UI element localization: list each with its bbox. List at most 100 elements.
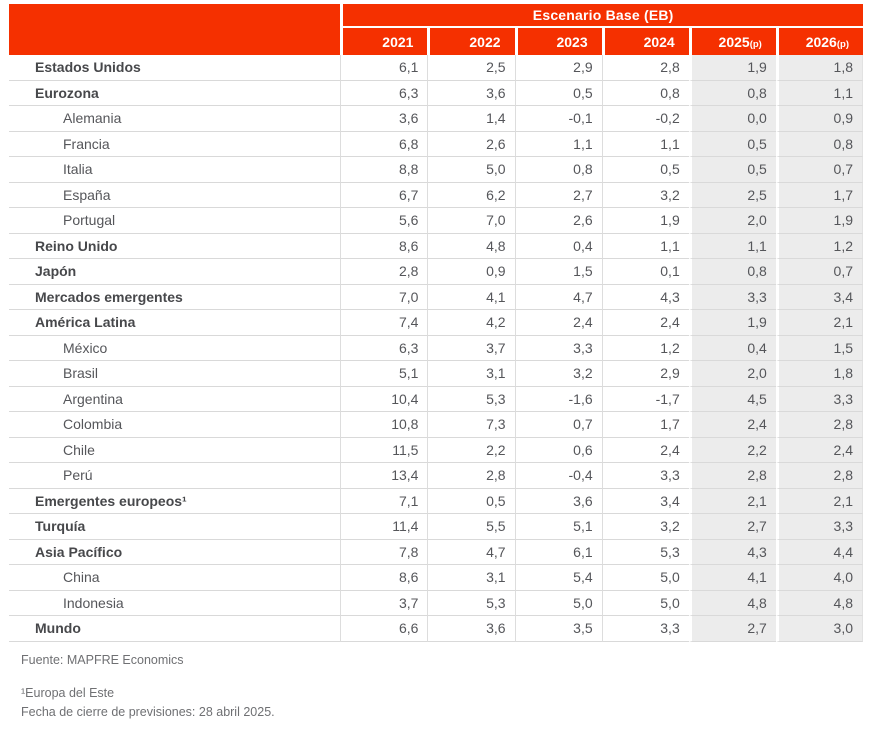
- table-row: Chile 11,5 2,2 0,6 2,4 2,2 2,4: [9, 437, 863, 463]
- table-row: España 6,7 6,2 2,7 3,2 2,5 1,7: [9, 182, 863, 208]
- value-cell: 4,1: [688, 565, 776, 591]
- value-cell: 0,5: [688, 157, 776, 183]
- value-cell: 10,4: [340, 386, 428, 412]
- row-label: Francia: [9, 131, 341, 157]
- value-cell: 7,4: [340, 310, 428, 336]
- table-row: Eurozona 6,3 3,6 0,5 0,8 0,8 1,1: [9, 80, 863, 106]
- value-cell: 1,2: [775, 233, 863, 259]
- table-row: Estados Unidos 6,1 2,5 2,9 2,8 1,9 1,8: [9, 55, 863, 81]
- value-cell: 0,8: [601, 80, 689, 106]
- year-header-2021: 2021: [340, 28, 428, 55]
- year-header-2024: 2024: [601, 28, 689, 55]
- year-header-2025: 2025(p): [688, 28, 776, 55]
- value-cell: 1,9: [775, 208, 863, 234]
- value-cell: 0,1: [601, 259, 689, 285]
- row-label: Asia Pacífico: [9, 539, 341, 565]
- value-cell: 0,8: [514, 157, 602, 183]
- value-cell: 7,3: [427, 412, 515, 438]
- table-row: Japón 2,8 0,9 1,5 0,1 0,8 0,7: [9, 259, 863, 285]
- value-cell: 5,6: [340, 208, 428, 234]
- value-cell: 2,1: [775, 488, 863, 514]
- table-row: China 8,6 3,1 5,4 5,0 4,1 4,0: [9, 565, 863, 591]
- row-label: España: [9, 182, 341, 208]
- value-cell: 1,5: [514, 259, 602, 285]
- row-label: México: [9, 335, 341, 361]
- value-cell: 3,2: [601, 514, 689, 540]
- value-cell: 7,8: [340, 539, 428, 565]
- value-cell: 0,8: [775, 131, 863, 157]
- value-cell: 13,4: [340, 463, 428, 489]
- value-cell: 11,4: [340, 514, 428, 540]
- value-cell: 0,4: [514, 233, 602, 259]
- value-cell: -0,4: [514, 463, 602, 489]
- table-row: Argentina 10,4 5,3 -1,6 -1,7 4,5 3,3: [9, 386, 863, 412]
- table-row: Francia 6,8 2,6 1,1 1,1 0,5 0,8: [9, 131, 863, 157]
- value-cell: 5,1: [340, 361, 428, 387]
- value-cell: 2,0: [688, 361, 776, 387]
- value-cell: 3,6: [427, 80, 515, 106]
- value-cell: 4,0: [775, 565, 863, 591]
- row-label: Reino Unido: [9, 233, 341, 259]
- row-label: Turquía: [9, 514, 341, 540]
- row-label: Perú: [9, 463, 341, 489]
- source-note: Fuente: MAPFRE Economics: [21, 652, 184, 667]
- value-cell: 5,0: [601, 590, 689, 616]
- value-cell: 0,8: [688, 80, 776, 106]
- value-cell: 1,8: [775, 361, 863, 387]
- value-cell: 3,3: [514, 335, 602, 361]
- value-cell: 3,3: [601, 463, 689, 489]
- year-header-2023: 2023: [514, 28, 602, 55]
- value-cell: -0,2: [601, 106, 689, 132]
- value-cell: 6,3: [340, 335, 428, 361]
- value-cell: 3,6: [427, 616, 515, 642]
- table-corner-block: [9, 4, 341, 55]
- row-label: Brasil: [9, 361, 341, 387]
- value-cell: 2,0: [688, 208, 776, 234]
- row-label: Chile: [9, 437, 341, 463]
- table-footer: Fuente: MAPFRE Economics ¹Europa del Est…: [21, 651, 880, 722]
- value-cell: 6,1: [340, 55, 428, 81]
- value-cell: 2,8: [427, 463, 515, 489]
- value-cell: 1,5: [775, 335, 863, 361]
- value-cell: 3,3: [601, 616, 689, 642]
- value-cell: 3,0: [775, 616, 863, 642]
- table-row: Perú 13,4 2,8 -0,4 3,3 2,8 2,8: [9, 463, 863, 489]
- row-label: Indonesia: [9, 590, 341, 616]
- row-label: América Latina: [9, 310, 341, 336]
- row-label: Emergentes europeos¹: [9, 488, 341, 514]
- value-cell: 10,8: [340, 412, 428, 438]
- value-cell: 8,6: [340, 565, 428, 591]
- value-cell: 6,2: [427, 182, 515, 208]
- value-cell: 3,3: [775, 386, 863, 412]
- value-cell: 1,7: [601, 412, 689, 438]
- value-cell: 4,3: [688, 539, 776, 565]
- value-cell: 3,3: [688, 284, 776, 310]
- value-cell: 0,0: [688, 106, 776, 132]
- value-cell: 6,3: [340, 80, 428, 106]
- value-cell: 1,1: [688, 233, 776, 259]
- value-cell: 2,7: [514, 182, 602, 208]
- year-header-row: 2021 2022 2023 2024 2025(p) 2026(p): [9, 28, 863, 55]
- value-cell: 0,5: [688, 131, 776, 157]
- value-cell: 2,4: [688, 412, 776, 438]
- table-row: Mundo 6,6 3,6 3,5 3,3 2,7 3,0: [9, 616, 863, 642]
- value-cell: 3,1: [427, 565, 515, 591]
- value-cell: 1,1: [601, 233, 689, 259]
- value-cell: 4,3: [601, 284, 689, 310]
- value-cell: 4,8: [688, 590, 776, 616]
- table-row: América Latina 7,4 4,2 2,4 2,4 1,9 2,1: [9, 310, 863, 336]
- value-cell: 6,8: [340, 131, 428, 157]
- group-header-row: Escenario Base (EB): [9, 4, 863, 55]
- table-row: Reino Unido 8,6 4,8 0,4 1,1 1,1 1,2: [9, 233, 863, 259]
- value-cell: 2,5: [688, 182, 776, 208]
- value-cell: 2,6: [514, 208, 602, 234]
- value-cell: 5,0: [601, 565, 689, 591]
- value-cell: 8,8: [340, 157, 428, 183]
- value-cell: 2,2: [427, 437, 515, 463]
- value-cell: 2,1: [775, 310, 863, 336]
- value-cell: 0,8: [688, 259, 776, 285]
- value-cell: 6,6: [340, 616, 428, 642]
- value-cell: 2,4: [601, 310, 689, 336]
- value-cell: 4,8: [775, 590, 863, 616]
